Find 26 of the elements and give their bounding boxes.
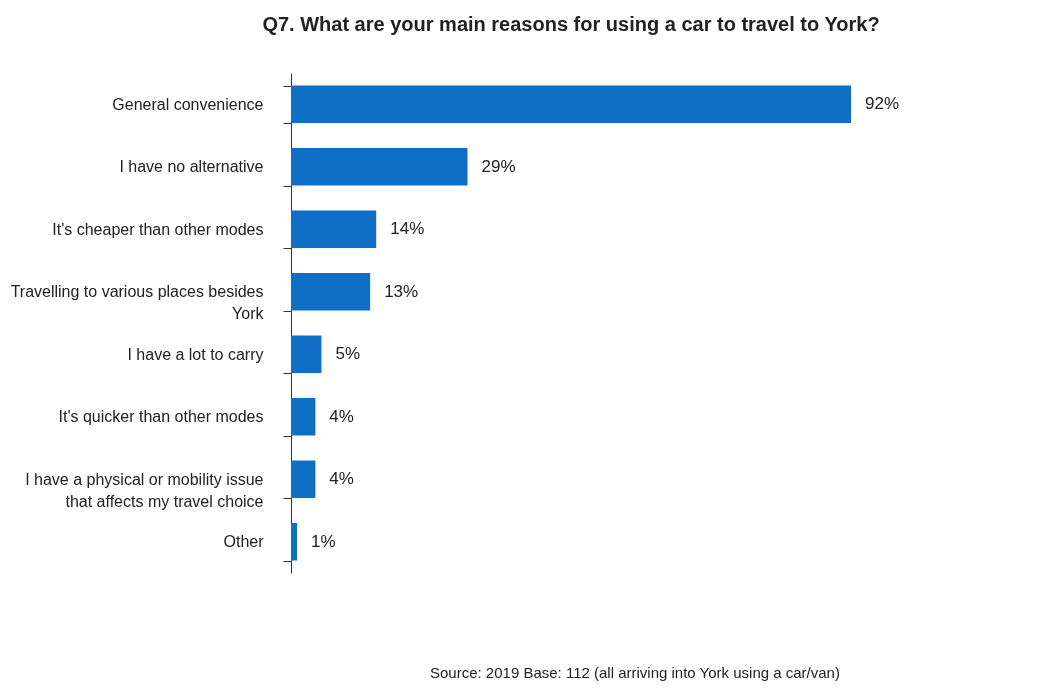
y-tick-label: It's quicker than other modes [58, 408, 264, 426]
data-label: 4% [329, 406, 354, 426]
data-label: 4% [329, 469, 354, 489]
data-label: 13% [384, 281, 419, 301]
data-label: 5% [335, 344, 361, 364]
data-label: 14% [390, 219, 425, 239]
bar [291, 460, 316, 498]
data-label: 1% [311, 531, 336, 551]
bar [291, 398, 316, 436]
bar [291, 148, 468, 186]
y-tick-label: I have a lot to carry [127, 345, 264, 363]
bar [291, 210, 377, 248]
y-tick-label: General convenience [112, 95, 264, 113]
y-tick-label: It's cheaper than other modes [52, 220, 264, 238]
bar [291, 273, 371, 311]
y-tick-label: Other [223, 533, 265, 551]
data-label: 29% [481, 156, 516, 176]
bar [291, 335, 322, 373]
bar [291, 523, 298, 561]
y-tick-label: Travelling to various places besides York [10, 283, 265, 323]
chart-title: Q7. What are your main reasons for using a car to travel to York? [262, 13, 880, 35]
source-note: Source: 2019 Base: 112 (all arriving into York using a car/van) [430, 664, 840, 681]
y-tick-label: I have no alternative [119, 158, 264, 176]
data-label: 92% [865, 94, 900, 114]
bar [291, 85, 851, 123]
y-tick-label: I have a physical or mobility issue that affects my travel choice [25, 470, 264, 510]
